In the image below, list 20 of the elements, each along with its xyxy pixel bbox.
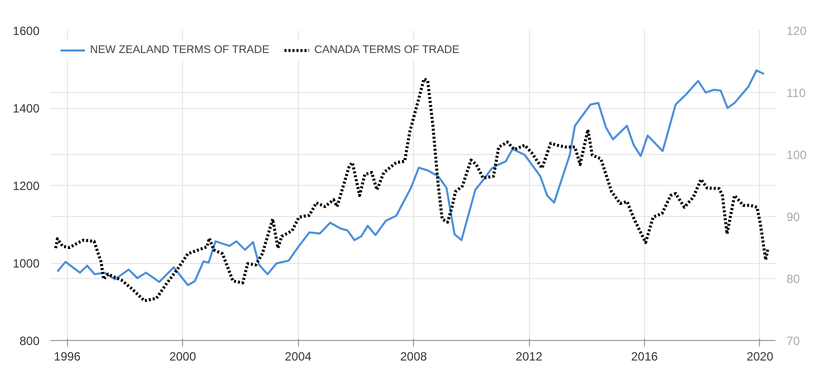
legend-label: NEW ZEALAND TERMS OF TRADE: [90, 44, 270, 56]
x-tick-label: 2004: [284, 350, 312, 364]
y2-tick-label: 120: [786, 24, 807, 38]
y2-tick-label: 100: [786, 148, 807, 162]
y2-tick-label: 90: [786, 210, 800, 224]
x-tick-label: 2020: [746, 350, 774, 364]
y2-tick-label: 110: [786, 86, 806, 100]
x-tick-label: 2012: [516, 350, 543, 364]
y2-tick-label: 70: [786, 334, 800, 348]
legend-label: CANADA TERMS OF TRADE: [314, 44, 460, 56]
y-tick-label: 1200: [12, 179, 40, 193]
y-tick-label: 800: [19, 334, 40, 348]
x-tick-label: 1996: [54, 350, 81, 364]
y-tick-label: 1600: [12, 24, 40, 38]
x-tick-label: 2016: [631, 350, 658, 364]
y-tick-label: 1400: [12, 102, 40, 116]
x-tick-label: 2008: [400, 350, 428, 364]
y-tick-label: 1000: [12, 256, 40, 270]
y2-tick-label: 80: [786, 272, 800, 286]
x-tick-label: 2000: [169, 350, 196, 364]
